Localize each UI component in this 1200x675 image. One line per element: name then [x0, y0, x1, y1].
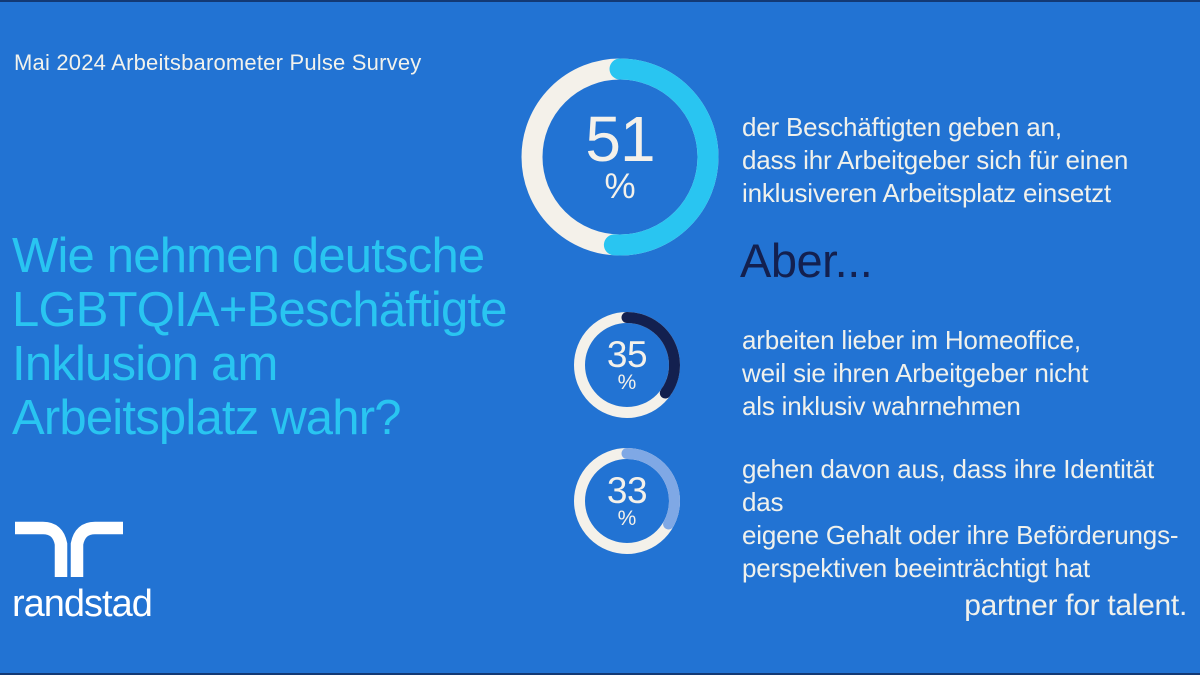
donut-value: 35: [606, 333, 648, 375]
donut-chart-33: 33 %: [569, 443, 685, 559]
stat-description-35: arbeiten lieber im Homeoffice, weil sie …: [742, 325, 1089, 421]
randstad-logo-icon: [15, 516, 130, 578]
donut-chart-51: 51 %: [515, 52, 725, 262]
donut-label-33: 33 %: [569, 443, 685, 559]
donut-value: 51: [585, 103, 655, 176]
survey-label: Mai 2024 Arbeitsbarometer Pulse Survey: [14, 50, 422, 75]
randstad-wordmark: randstad: [12, 583, 153, 625]
donut-unit: %: [617, 371, 637, 395]
stat-description-51: der Beschäftigten geben an, dass ihr Arb…: [742, 112, 1129, 208]
donut-label-35: 35 %: [569, 307, 685, 423]
donut-value: 33: [606, 469, 648, 511]
stat-description-33: gehen davon aus, dass ihre Identität das…: [742, 454, 1179, 583]
donut-chart-35: 35 %: [569, 307, 685, 423]
headline: Wie nehmen deutsche LGBTQIA+Beschäftigte…: [12, 229, 507, 445]
donut-unit: %: [617, 507, 637, 531]
donut-ring-51: [521, 58, 719, 256]
donut-unit: %: [604, 166, 636, 206]
brand-tagline: partner for talent.: [964, 589, 1187, 622]
donut-ring-35: [574, 312, 680, 418]
connector-label: Aber...: [740, 234, 873, 287]
donut-ring-33: [574, 448, 680, 554]
donut-label-51: 51 %: [515, 52, 725, 262]
